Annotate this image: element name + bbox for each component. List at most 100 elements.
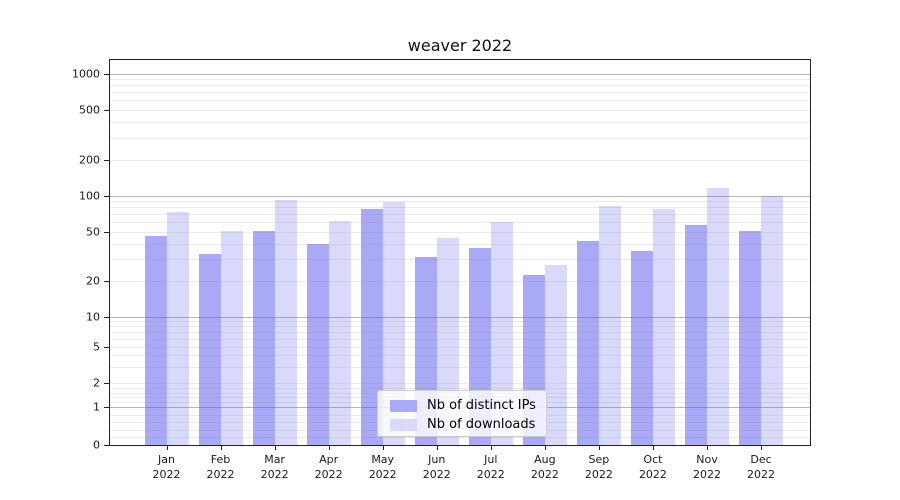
x-tick-month: Apr	[319, 453, 339, 466]
legend-swatch-downloads	[390, 418, 417, 431]
x-tick-year: 2022	[747, 468, 776, 481]
x-tick-label: Jan 2022	[153, 452, 181, 482]
y-tick-mark	[104, 383, 110, 384]
gridline-minor	[110, 321, 810, 323]
x-tick-label: May 2022	[369, 452, 397, 482]
y-tick-mark	[104, 445, 110, 446]
x-tick-year: 2022	[476, 468, 505, 481]
x-tick-month: Oct	[643, 453, 663, 466]
x-tick-mark	[761, 445, 763, 450]
legend-swatch-distinct-ips	[390, 399, 417, 412]
x-tick-year: 2022	[152, 468, 181, 481]
x-tick-label: Jun 2022	[423, 452, 451, 482]
y-tick-label: 5	[93, 340, 100, 353]
y-tick-mark	[104, 407, 110, 408]
chart-title: weaver 2022	[407, 36, 513, 55]
bar-distinct-ips	[739, 230, 762, 445]
x-tick-mark	[490, 445, 492, 450]
legend-label-distinct-ips: Nb of distinct IPs	[427, 398, 536, 413]
bar-downloads	[328, 220, 351, 445]
gridline-minor	[110, 437, 810, 439]
y-tick-mark	[104, 346, 110, 348]
bar-downloads	[544, 264, 567, 445]
y-tick-label: 0	[93, 438, 100, 452]
bar-distinct-ips	[685, 225, 707, 445]
y-tick-mark	[104, 160, 110, 161]
gridline-minor	[110, 387, 810, 389]
gridline-minor	[110, 92, 810, 94]
x-tick-label: Aug 2022	[531, 452, 559, 482]
gridlines-layer	[110, 60, 810, 445]
bar-distinct-ips	[576, 241, 599, 445]
legend-label-downloads: Nb of downloads	[427, 417, 536, 432]
x-tick-mark	[598, 445, 600, 450]
x-tick-month: Mar	[264, 453, 285, 466]
x-tick-label: Nov 2022	[693, 452, 721, 482]
x-tick-year: 2022	[638, 468, 667, 481]
y-tick-label: 10	[86, 310, 100, 323]
bar-distinct-ips	[630, 250, 653, 445]
x-tick-month: Dec	[750, 453, 772, 466]
x-tick-year: 2022	[693, 468, 721, 481]
gridline-minor	[110, 326, 810, 328]
gridline-minor	[110, 207, 810, 209]
x-tick-month: Jul	[484, 453, 498, 466]
y-tick-label: 2	[93, 376, 100, 390]
x-tick-month: Jan	[158, 453, 175, 466]
legend-row-downloads: Nb of downloads	[390, 415, 546, 434]
bar-downloads	[598, 205, 621, 445]
gridline-minor	[110, 355, 810, 357]
bar-downloads	[490, 222, 513, 445]
plot-area	[109, 59, 811, 446]
y-tick-label: 1	[93, 400, 100, 414]
bar-downloads	[274, 199, 297, 445]
bar-distinct-ips	[360, 208, 383, 445]
bar-downloads	[220, 230, 243, 445]
legend: Nb of distinct IPs Nb of downloads	[377, 390, 547, 437]
x-tick-month: Sep	[588, 453, 610, 466]
bar-distinct-ips	[198, 253, 221, 445]
gridline-minor	[110, 121, 810, 123]
x-tick-month: Jun	[428, 453, 446, 466]
gridline-minor	[110, 100, 810, 102]
x-tick-label: Apr 2022	[315, 452, 343, 482]
gridline-minor	[110, 232, 810, 233]
x-tick-label: Dec 2022	[747, 452, 775, 482]
x-tick-year: 2022	[584, 468, 613, 481]
x-tick-mark	[166, 445, 168, 450]
x-tick-mark	[220, 445, 222, 450]
gridline-minor	[110, 109, 810, 111]
gridline-minor	[110, 331, 810, 333]
x-tick-label: Mar 2022	[261, 452, 289, 482]
bar-distinct-ips	[252, 230, 275, 445]
bar-downloads	[382, 201, 405, 445]
y-tick-label: 50	[86, 225, 100, 239]
gridline-minor	[110, 383, 810, 384]
bar-distinct-ips	[144, 236, 167, 445]
gridline-minor	[110, 243, 810, 245]
bar-downloads	[761, 195, 784, 445]
bar-distinct-ips	[306, 243, 329, 445]
x-tick-mark	[707, 445, 708, 450]
y-tick-mark	[104, 232, 110, 233]
gridline-minor	[110, 78, 810, 80]
gridline-minor	[110, 366, 810, 368]
x-tick-month: Feb	[210, 453, 231, 466]
x-tick-month: Nov	[696, 453, 718, 466]
gridline-minor	[110, 259, 810, 261]
x-tick-year: 2022	[368, 468, 397, 481]
x-tick-month: May	[371, 453, 395, 466]
legend-row-distinct-ips: Nb of distinct IPs	[390, 396, 546, 415]
bar-downloads	[652, 208, 675, 445]
x-tick-mark	[274, 445, 276, 450]
gridline-major	[110, 316, 810, 318]
x-tick-mark	[328, 445, 330, 450]
x-tick-label: Jul 2022	[477, 452, 505, 482]
x-tick-year: 2022	[422, 468, 451, 481]
x-tick-month: Aug	[534, 453, 556, 466]
gridline-major	[110, 73, 810, 75]
x-tick-year: 2022	[314, 468, 343, 481]
x-tick-year: 2022	[206, 468, 235, 481]
gridline-major	[110, 195, 810, 197]
